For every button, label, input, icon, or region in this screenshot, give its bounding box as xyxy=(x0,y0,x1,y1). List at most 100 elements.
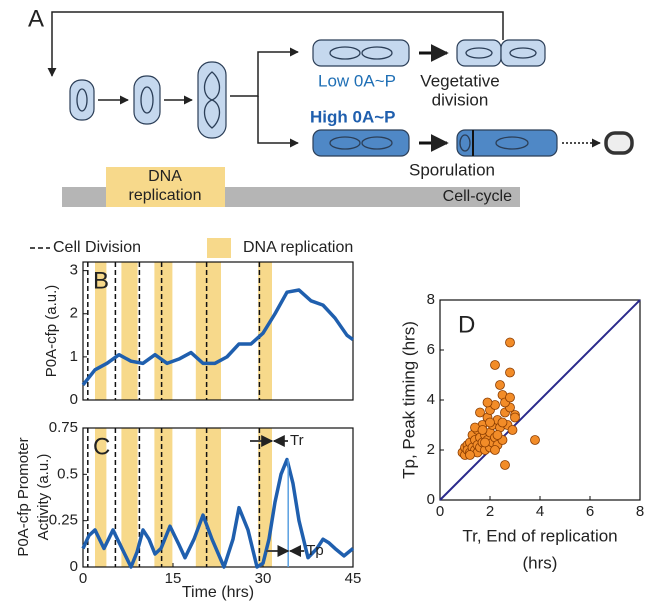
y-tick-label: 0.5 xyxy=(57,465,78,482)
y-tick-label: 0 xyxy=(70,558,78,575)
axis-label: (hrs) xyxy=(523,553,558,572)
y-tick-label: 6 xyxy=(427,341,435,358)
axis-label: P0A-cfp Promoter xyxy=(15,437,32,556)
panel-label: A xyxy=(28,5,44,32)
x-tick-label: 4 xyxy=(536,503,544,520)
arrow xyxy=(47,11,504,77)
annotation-label: Tr xyxy=(290,432,304,449)
arrow xyxy=(230,47,299,97)
cell xyxy=(312,39,410,67)
point xyxy=(505,367,515,378)
label: High 0A~P xyxy=(310,107,396,126)
point xyxy=(477,425,488,435)
point xyxy=(510,412,520,423)
nucleoid xyxy=(361,46,393,60)
y-tick-label: 0 xyxy=(427,491,435,508)
label: Vegetative xyxy=(420,71,499,90)
nucleoid xyxy=(140,86,154,114)
nucleoid xyxy=(495,136,529,150)
y-tick-label: 1 xyxy=(70,348,78,365)
label: DNA xyxy=(148,168,182,185)
point xyxy=(507,425,518,435)
x-tick-label: 6 xyxy=(586,503,594,520)
y-tick-label: 8 xyxy=(427,291,435,308)
plot-frame xyxy=(82,261,354,401)
axis-label: Time (hrs) xyxy=(182,584,254,601)
x-tick-label: 0 xyxy=(79,570,87,587)
replication-band xyxy=(121,428,138,567)
arrow xyxy=(257,96,299,148)
cell xyxy=(456,39,502,67)
point xyxy=(475,407,485,418)
label: Sporulation xyxy=(409,160,495,179)
point xyxy=(495,380,505,390)
annotation-label: Tp xyxy=(306,542,324,559)
y-tick-label: 0.75 xyxy=(49,419,78,436)
diagonal xyxy=(439,299,641,501)
axis-label: Tr, End of replication xyxy=(462,526,617,545)
point xyxy=(490,360,500,370)
replication-band xyxy=(258,428,272,567)
point xyxy=(480,437,490,448)
point xyxy=(530,435,540,445)
data-line xyxy=(81,457,355,569)
x-tick-label: 8 xyxy=(636,503,644,520)
x-tick-label: 45 xyxy=(345,570,362,587)
point xyxy=(492,430,503,440)
x-tick-label: 2 xyxy=(486,503,494,520)
y-tick-label: 2 xyxy=(427,441,435,458)
point xyxy=(485,417,495,428)
nucleoid xyxy=(509,47,537,59)
nucleoid xyxy=(76,88,88,112)
y-tick-label: 2 xyxy=(70,305,78,322)
label: replication xyxy=(129,187,202,204)
cell xyxy=(312,129,410,157)
label: Low 0A~P xyxy=(318,71,396,90)
nucleoid xyxy=(465,47,493,59)
point xyxy=(482,397,493,408)
point xyxy=(490,445,500,455)
point xyxy=(497,417,508,428)
replication-band xyxy=(154,262,173,400)
axis-label: Tp, Peak timing (hrs) xyxy=(399,321,418,479)
y-tick-label: 0 xyxy=(70,391,78,408)
point xyxy=(505,337,515,348)
label: Cell-cycle xyxy=(443,188,512,205)
x-tick-label: 15 xyxy=(165,570,182,587)
spore xyxy=(604,131,634,155)
nucleoid xyxy=(459,134,471,152)
y-tick-label: 3 xyxy=(70,262,78,279)
replication-band xyxy=(95,428,107,567)
label: division xyxy=(432,90,489,109)
nucleoid xyxy=(203,71,221,129)
axis-label: Activity (a.u.) xyxy=(35,454,52,541)
replication-band xyxy=(95,262,107,400)
y-tick-label: 0.25 xyxy=(49,512,78,529)
replication-band xyxy=(121,262,138,400)
point xyxy=(505,392,515,403)
replication-band xyxy=(195,428,221,567)
nucleoid xyxy=(329,136,361,150)
x-tick-label: 0 xyxy=(436,503,444,520)
cell xyxy=(500,39,546,67)
point xyxy=(465,450,475,460)
cell xyxy=(133,75,161,125)
replication-band xyxy=(195,262,221,400)
point xyxy=(500,460,510,470)
cell xyxy=(456,129,558,157)
axis-label: P0A-cfp (a.u.) xyxy=(43,285,60,378)
panel-a: A Low 0A~P Vegetative division High 0A~P… xyxy=(28,5,634,207)
panel-label: C xyxy=(93,433,110,460)
panel-label: B xyxy=(93,267,109,294)
y-tick-label: 4 xyxy=(427,391,435,408)
cell xyxy=(69,79,95,121)
nucleoid xyxy=(329,46,361,60)
legend-swatch xyxy=(207,238,231,258)
data-line xyxy=(81,288,355,386)
legend-label: DNA replication xyxy=(243,239,353,256)
plot-frame xyxy=(82,427,354,568)
legend-label: Cell Division xyxy=(53,239,141,256)
nucleoid xyxy=(361,136,393,150)
x-tick-label: 30 xyxy=(255,570,272,587)
